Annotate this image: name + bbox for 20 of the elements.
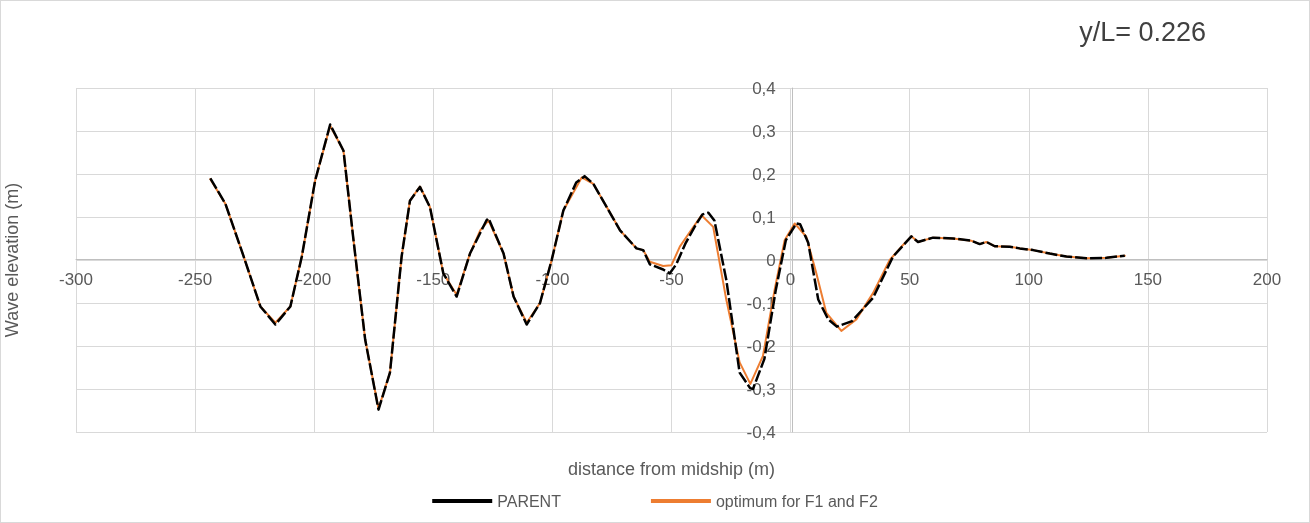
- x-tick-label: 0: [785, 270, 796, 289]
- y-tick-label: 0,4: [752, 78, 776, 98]
- x-tick-label: 100: [1014, 270, 1043, 289]
- legend-label: optimum for F1 and F2: [715, 492, 878, 510]
- x-tick-label: -250: [178, 270, 213, 289]
- y-tick-label: 0,2: [752, 164, 776, 184]
- x-axis-title: distance from midship (m): [567, 459, 776, 479]
- y-tick-label: 0,1: [752, 207, 776, 227]
- legend-label: PARENT: [497, 492, 562, 510]
- x-tick-label: -50: [659, 270, 684, 289]
- x-tick-label: 150: [1133, 270, 1163, 289]
- x-tick-label: 200: [1252, 270, 1282, 289]
- y-tick-label: 0,3: [752, 121, 776, 141]
- x-tick-label: -300: [58, 270, 94, 289]
- y-tick-label: 0: [766, 250, 776, 270]
- y-axis-title: Wave elevation (m): [2, 182, 22, 338]
- x-tick-label: 50: [900, 270, 920, 289]
- y-tick-label: -0,4: [746, 422, 776, 442]
- chart-title: y/L= 0.226: [1079, 16, 1207, 47]
- x-tick-label: -200: [297, 270, 332, 289]
